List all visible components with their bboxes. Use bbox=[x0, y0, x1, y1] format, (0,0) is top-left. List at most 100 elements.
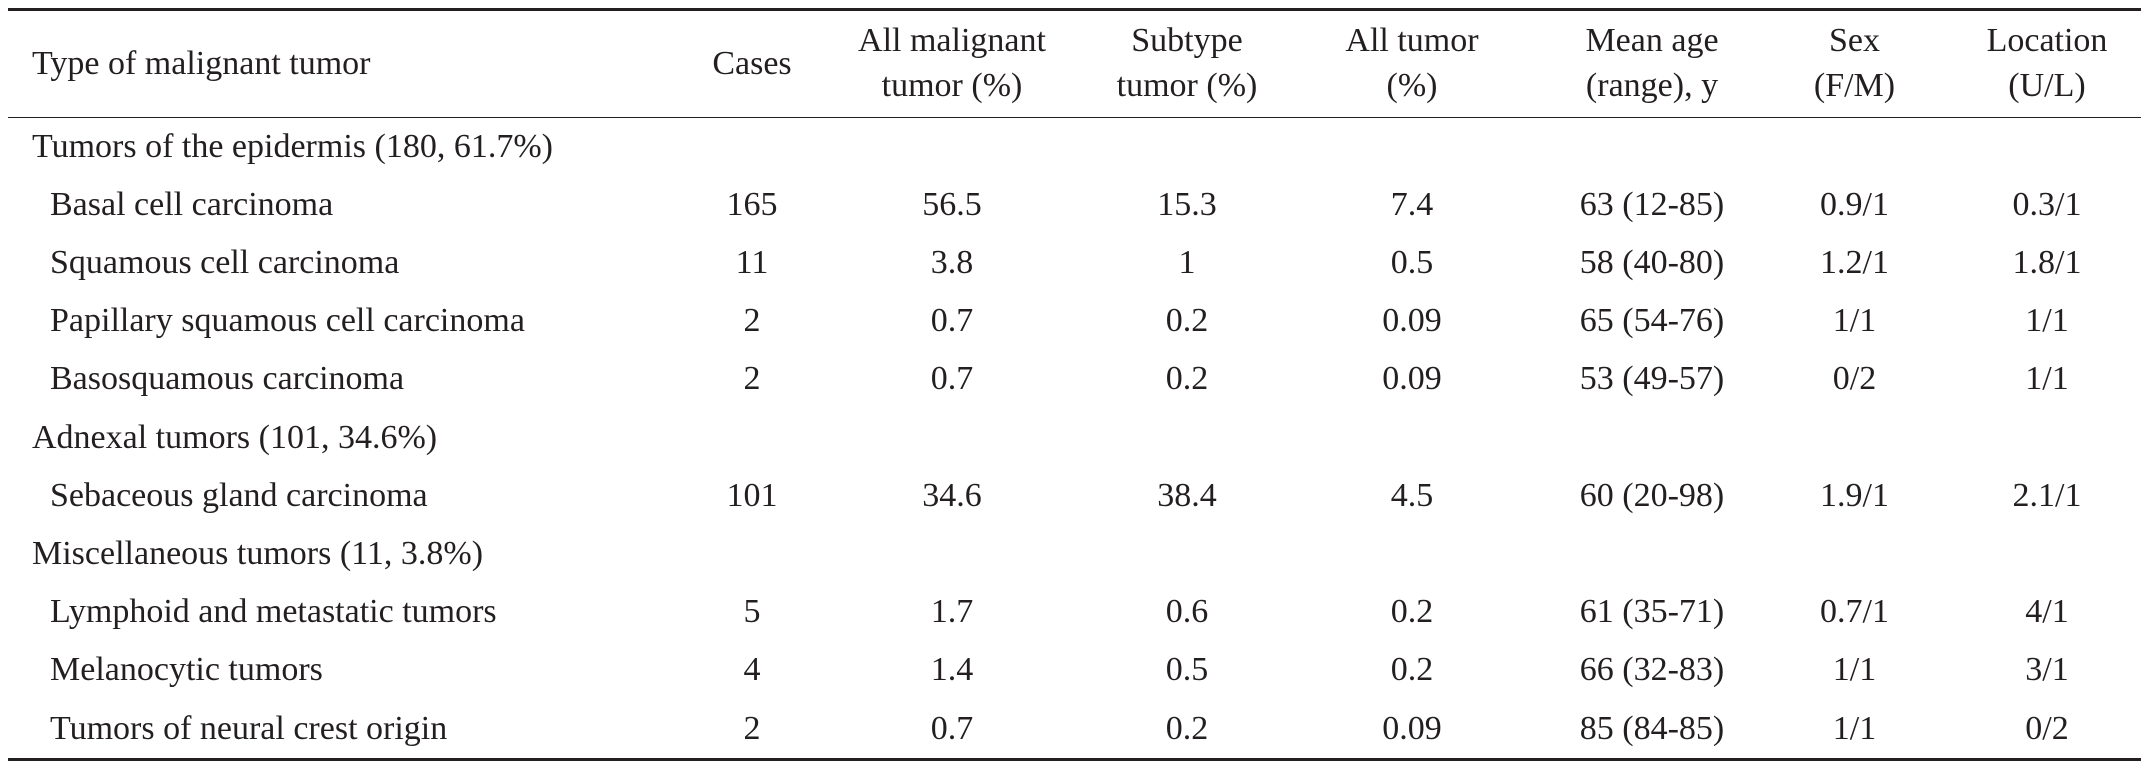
row-all-tumor: 0.09 bbox=[1382, 302, 1442, 340]
row-subtype: 1 bbox=[1178, 244, 1196, 282]
header-all-tumor-line2: (%) bbox=[1386, 67, 1438, 104]
table-row: Squamous cell carcinoma 11 3.8 1 0.5 58 … bbox=[8, 234, 2141, 292]
row-all-tumor: 0.2 bbox=[1390, 651, 1434, 689]
table-row: Tumors of neural crest origin 2 0.7 0.2 … bbox=[8, 700, 2141, 760]
row-mean-age: 65 (54-76) bbox=[1579, 302, 1725, 340]
row-mean-age: 85 (84-85) bbox=[1579, 709, 1725, 747]
row-cases: 4 bbox=[743, 651, 761, 689]
row-sex: 0.7/1 bbox=[1820, 593, 1889, 631]
row-all-malignant: 1.4 bbox=[930, 651, 974, 689]
row-name: Sebaceous gland carcinoma bbox=[50, 476, 428, 514]
header-all-malignant: All malignant tumor (%) bbox=[822, 10, 1082, 118]
row-subtype: 15.3 bbox=[1157, 185, 1217, 223]
row-subtype: 0.2 bbox=[1165, 302, 1209, 340]
header-all-tumor: All tumor (%) bbox=[1292, 10, 1532, 118]
row-mean-age: 60 (20-98) bbox=[1579, 476, 1725, 514]
table-row: Papillary squamous cell carcinoma 2 0.7 … bbox=[8, 293, 2141, 351]
row-mean-age: 66 (32-83) bbox=[1579, 651, 1725, 689]
row-cases: 2 bbox=[743, 360, 761, 398]
table-row: Basosquamous carcinoma 2 0.7 0.2 0.09 53… bbox=[8, 351, 2141, 409]
table-row: Melanocytic tumors 4 1.4 0.5 0.2 66 (32-… bbox=[8, 642, 2141, 700]
row-cases: 165 bbox=[726, 185, 778, 223]
row-cases: 101 bbox=[726, 476, 778, 514]
header-all-malignant-line1: All malignant bbox=[858, 22, 1046, 60]
group-row-adnexal: Adnexal tumors (101, 34.6%) bbox=[8, 409, 2141, 467]
row-sex: 0.9/1 bbox=[1820, 185, 1889, 223]
row-name: Basal cell carcinoma bbox=[50, 185, 334, 223]
header-mean-age: Mean age (range), y bbox=[1532, 10, 1772, 118]
table-row: Sebaceous gland carcinoma 101 34.6 38.4 … bbox=[8, 467, 2141, 525]
row-subtype: 0.6 bbox=[1165, 593, 1209, 631]
row-location: 3/1 bbox=[2025, 651, 2069, 689]
row-cases: 5 bbox=[743, 593, 761, 631]
table-body: Tumors of the epidermis (180, 61.7%) Bas… bbox=[8, 118, 2141, 760]
header-type: Type of malignant tumor bbox=[8, 10, 682, 118]
row-cases: 2 bbox=[743, 302, 761, 340]
header-sex: Sex (F/M) bbox=[1772, 10, 1937, 118]
row-name: Squamous cell carcinoma bbox=[50, 244, 400, 282]
row-all-malignant: 3.8 bbox=[930, 244, 974, 282]
group-title: Adnexal tumors (101, 34.6%) bbox=[32, 418, 438, 456]
row-name: Papillary squamous cell carcinoma bbox=[50, 302, 525, 340]
header-all-malignant-line2: tumor (%) bbox=[881, 67, 1023, 104]
header-location-line2: (U/L) bbox=[2008, 67, 2086, 104]
header-subtype-line2: tumor (%) bbox=[1116, 67, 1258, 104]
row-mean-age: 58 (40-80) bbox=[1579, 244, 1725, 282]
row-subtype: 0.5 bbox=[1165, 651, 1209, 689]
row-all-malignant: 1.7 bbox=[930, 593, 974, 631]
header-sex-line2: (F/M) bbox=[1813, 67, 1896, 104]
header-mean-age-line1: Mean age bbox=[1585, 22, 1719, 60]
header-cases-label: Cases bbox=[712, 44, 792, 82]
group-title: Miscellaneous tumors (11, 3.8%) bbox=[32, 534, 484, 572]
header-type-label: Type of malignant tumor bbox=[32, 44, 371, 82]
tumor-table: Type of malignant tumor Cases All malign… bbox=[8, 8, 2141, 761]
row-all-tumor: 0.5 bbox=[1390, 244, 1434, 282]
group-title: Tumors of the epidermis (180, 61.7%) bbox=[32, 127, 553, 165]
row-sex: 1/1 bbox=[1832, 651, 1877, 689]
row-name: Tumors of neural crest origin bbox=[50, 709, 448, 747]
row-subtype: 0.2 bbox=[1165, 360, 1209, 398]
row-sex: 1/1 bbox=[1832, 709, 1877, 747]
table-row: Basal cell carcinoma 165 56.5 15.3 7.4 6… bbox=[8, 176, 2141, 234]
header-location: Location (U/L) bbox=[1937, 10, 2141, 118]
row-cases: 2 bbox=[743, 709, 761, 747]
row-all-tumor: 0.2 bbox=[1390, 593, 1434, 631]
tumor-table-container: Type of malignant tumor Cases All malign… bbox=[8, 8, 2141, 761]
header-cases: Cases bbox=[682, 10, 822, 118]
row-cases: 11 bbox=[735, 244, 769, 282]
row-mean-age: 53 (49-57) bbox=[1579, 360, 1725, 398]
table-row: Lymphoid and metastatic tumors 5 1.7 0.6… bbox=[8, 584, 2141, 642]
header-sex-line1: Sex bbox=[1829, 22, 1880, 60]
header-row: Type of malignant tumor Cases All malign… bbox=[8, 9, 2141, 118]
row-sex: 1/1 bbox=[1832, 302, 1877, 340]
row-mean-age: 61 (35-71) bbox=[1579, 593, 1725, 631]
row-location: 4/1 bbox=[2025, 593, 2069, 631]
row-location: 1.8/1 bbox=[2012, 244, 2082, 282]
row-sex: 0/2 bbox=[1832, 360, 1877, 398]
row-sex: 1.2/1 bbox=[1820, 244, 1889, 282]
row-location: 0.3/1 bbox=[2012, 185, 2082, 223]
row-mean-age: 63 (12-85) bbox=[1579, 185, 1725, 223]
row-all-tumor: 7.4 bbox=[1390, 185, 1434, 223]
row-sex: 1.9/1 bbox=[1820, 476, 1889, 514]
row-location: 1/1 bbox=[2025, 360, 2069, 398]
row-all-tumor: 0.09 bbox=[1382, 360, 1442, 398]
table-header: Type of malignant tumor Cases All malign… bbox=[8, 9, 2141, 118]
row-all-malignant: 0.7 bbox=[930, 360, 974, 398]
header-subtype: Subtype tumor (%) bbox=[1082, 10, 1292, 118]
row-all-tumor: 4.5 bbox=[1390, 476, 1434, 514]
row-name: Melanocytic tumors bbox=[50, 651, 323, 689]
row-location: 2.1/1 bbox=[2012, 476, 2082, 514]
row-name: Lymphoid and metastatic tumors bbox=[50, 593, 497, 631]
row-all-malignant: 56.5 bbox=[922, 185, 982, 223]
row-subtype: 0.2 bbox=[1165, 709, 1209, 747]
header-location-line1: Location bbox=[1986, 22, 2108, 60]
row-all-tumor: 0.09 bbox=[1382, 709, 1442, 747]
header-all-tumor-line1: All tumor bbox=[1345, 22, 1479, 60]
row-all-malignant: 34.6 bbox=[922, 476, 982, 514]
row-all-malignant: 0.7 bbox=[930, 709, 974, 747]
row-location: 0/2 bbox=[2025, 709, 2069, 747]
row-location: 1/1 bbox=[2025, 302, 2069, 340]
group-row-miscellaneous: Miscellaneous tumors (11, 3.8%) bbox=[8, 525, 2141, 583]
row-all-malignant: 0.7 bbox=[930, 302, 974, 340]
